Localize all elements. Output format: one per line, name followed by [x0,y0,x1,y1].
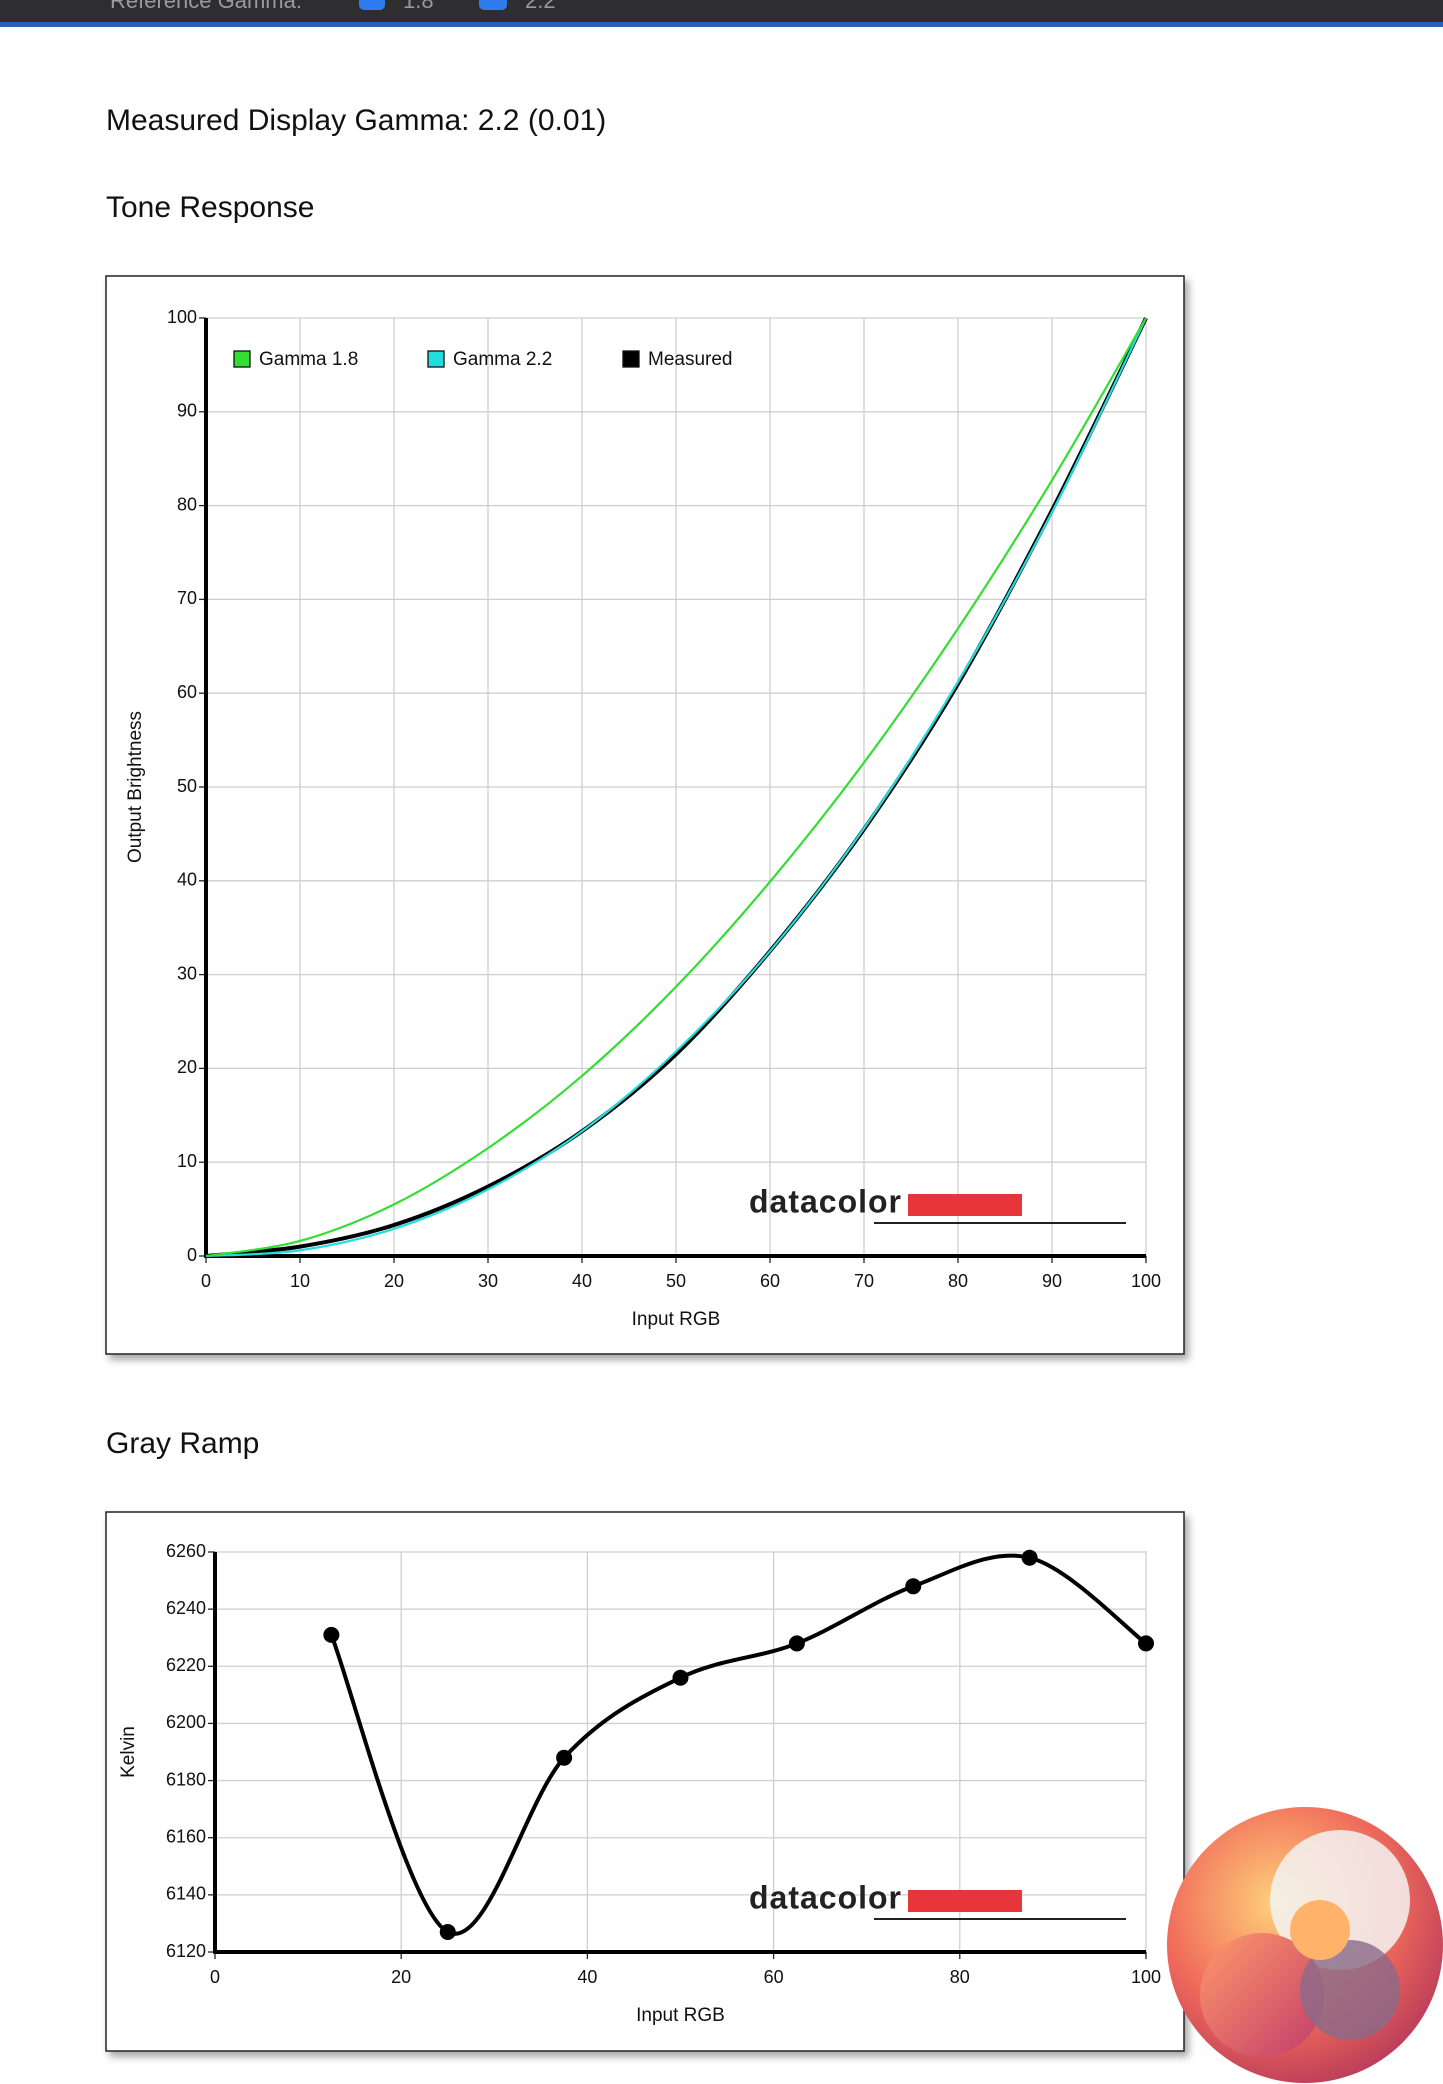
data-point [556,1749,573,1766]
checkbox[interactable] [479,0,507,10]
x-tick-label: 10 [290,1271,310,1291]
data-point [788,1635,805,1652]
data-point [439,1924,456,1940]
x-tick-label: 50 [666,1271,686,1291]
y-tick-label: 0 [187,1245,197,1265]
legend-label: Measured [648,349,733,370]
watermark-bar [908,1194,1022,1216]
x-tick-label: 0 [201,1271,211,1291]
x-tick-label: 40 [572,1271,592,1291]
y-tick-label: 6140 [166,1884,206,1904]
x-axis-label: Input RGB [636,2005,725,2026]
series-line [205,317,1147,1258]
y-tick-label: 6180 [166,1769,206,1789]
data-point [1021,1549,1038,1566]
legend-swatch [233,350,251,368]
y-tick-label: 10 [177,1151,197,1171]
y-tick-label: 40 [177,870,197,890]
data-point [1138,1635,1154,1652]
x-tick-label: 90 [1042,1271,1062,1291]
chart-frame [105,275,1185,1355]
y-tick-label: 6120 [166,1941,206,1961]
y-tick-label: 90 [177,401,197,421]
x-tick-label: 100 [1131,1271,1161,1291]
data-point [905,1578,922,1595]
y-tick-label: 6260 [166,1541,206,1561]
y-tick-label: 6220 [166,1655,206,1675]
x-tick-label: 20 [391,1967,411,1987]
x-tick-label: 80 [948,1271,968,1291]
x-tick-label: 30 [478,1271,498,1291]
y-axis-label: Kelvin [118,1726,139,1778]
option-label: 1.8 [403,0,434,13]
x-tick-label: 40 [577,1967,597,1987]
x-tick-label: 100 [1131,1967,1161,1987]
option-label: 2.2 [525,0,556,13]
summary: Measured Display Gamma: 2.2 (0.01) [106,104,606,137]
x-tick-label: 20 [384,1271,404,1291]
legend-label: Gamma 1.8 [259,349,358,370]
logo [1167,1807,1443,2083]
top-bar-border [0,22,1443,27]
legend-label: Gamma 2.2 [453,349,552,370]
y-tick-label: 6160 [166,1826,206,1846]
y-axis-label: Output Brightness [125,711,146,863]
watermark: datacolor [749,1879,902,1915]
chart-title: Gray Ramp [106,1427,259,1460]
reference-label: Reference Gamma: [110,0,302,13]
y-tick-label: 100 [167,307,197,327]
legend-swatch [427,350,445,368]
x-axis-label: Input RGB [632,1309,721,1330]
y-tick-label: 6240 [166,1598,206,1618]
watermark: datacolor [749,1183,902,1219]
y-tick-label: 80 [177,494,197,514]
chart-title: Tone Response [106,191,314,224]
checkbox[interactable] [359,0,385,10]
y-tick-label: 60 [177,682,197,702]
data-point [672,1669,689,1686]
x-tick-label: 70 [854,1271,874,1291]
chart-frame [105,1511,1185,2052]
series-line [205,317,1147,1258]
top-bar [0,0,1443,24]
y-tick-label: 30 [177,963,197,983]
y-tick-label: 50 [177,776,197,796]
y-tick-label: 70 [177,588,197,608]
x-tick-label: 80 [950,1967,970,1987]
x-tick-label: 60 [764,1967,784,1987]
data-point [323,1626,340,1643]
y-tick-label: 6200 [166,1712,206,1732]
x-tick-label: 0 [210,1967,220,1987]
y-tick-label: 20 [177,1057,197,1077]
legend-swatch [622,350,640,368]
x-tick-label: 60 [760,1271,780,1291]
watermark-bar [908,1890,1022,1912]
